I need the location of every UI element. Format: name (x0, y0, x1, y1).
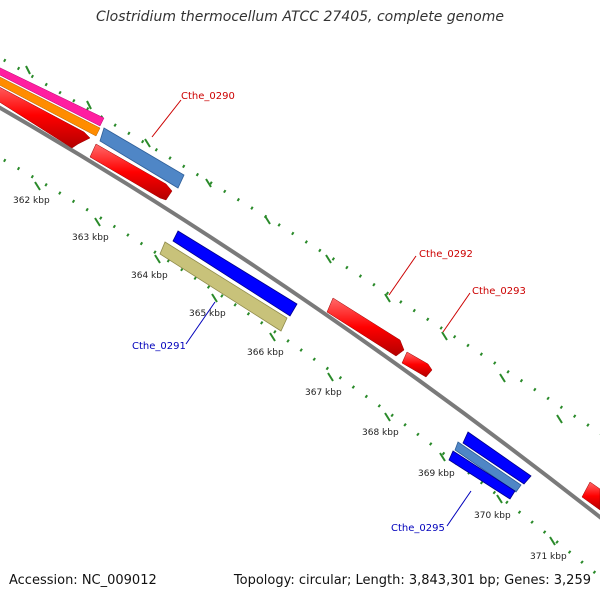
outer-major-ticks (25, 65, 563, 424)
tick-label: 369 kbp (418, 469, 455, 479)
gene-label-cthe-0295[interactable]: Cthe_0295 (391, 523, 445, 534)
tick-label: 364 kbp (131, 271, 168, 281)
tick-label: 362 kbp (13, 196, 50, 206)
tick-label: 370 kbp (474, 511, 511, 521)
feature-red-0292[interactable] (326, 297, 405, 357)
accession-text: Accession: NC_009012 (9, 573, 157, 588)
feature-blue-0295b[interactable] (448, 450, 516, 500)
map-title: Clostridium thermocellum ATCC 27405, com… (96, 9, 504, 25)
gene-label-cthe-0292[interactable]: Cthe_0292 (419, 249, 473, 260)
tick-label: 366 kbp (247, 348, 284, 358)
gene-label-cthe-0291[interactable]: Cthe_0291 (132, 341, 186, 352)
tick-label: 368 kbp (362, 428, 399, 438)
tick-label: 365 kbp (189, 309, 226, 319)
tick-label: 363 kbp (72, 233, 109, 243)
gene-label-cthe-0290[interactable]: Cthe_0290 (181, 91, 235, 102)
feature-red-left[interactable] (0, 82, 91, 149)
feature-red-0290b[interactable] (89, 143, 173, 201)
feature-khaki-0291[interactable] (159, 241, 288, 332)
gene-label-cthe-0293[interactable]: Cthe_0293 (472, 286, 526, 297)
feature-red-right-edge[interactable] (581, 481, 600, 511)
feature-steelblue-0290[interactable] (99, 127, 185, 189)
feature-magenta[interactable] (0, 63, 105, 127)
gene-labels: Cthe_0290 Cthe_0291 Cthe_0292 Cthe_0293 … (132, 91, 526, 534)
genome-backbone (0, 105, 600, 520)
tick-label: 367 kbp (305, 388, 342, 398)
feature-orange[interactable] (0, 72, 101, 137)
feature-blue-0295a[interactable] (462, 431, 532, 485)
tick-label: 371 kbp (530, 552, 567, 562)
inner-major-ticks (34, 181, 556, 546)
feature-blue-0291a[interactable] (172, 230, 298, 317)
label-leaders (151, 99, 472, 527)
feature-red-0293[interactable] (401, 351, 433, 378)
feature-steelblue-0295[interactable] (454, 441, 522, 493)
tick-labels: 362 kbp 363 kbp 364 kbp 365 kbp 366 kbp … (13, 196, 567, 562)
genome-stats-text: Topology: circular; Length: 3,843,301 bp… (233, 573, 591, 588)
outer-tick-ring (0, 56, 600, 436)
